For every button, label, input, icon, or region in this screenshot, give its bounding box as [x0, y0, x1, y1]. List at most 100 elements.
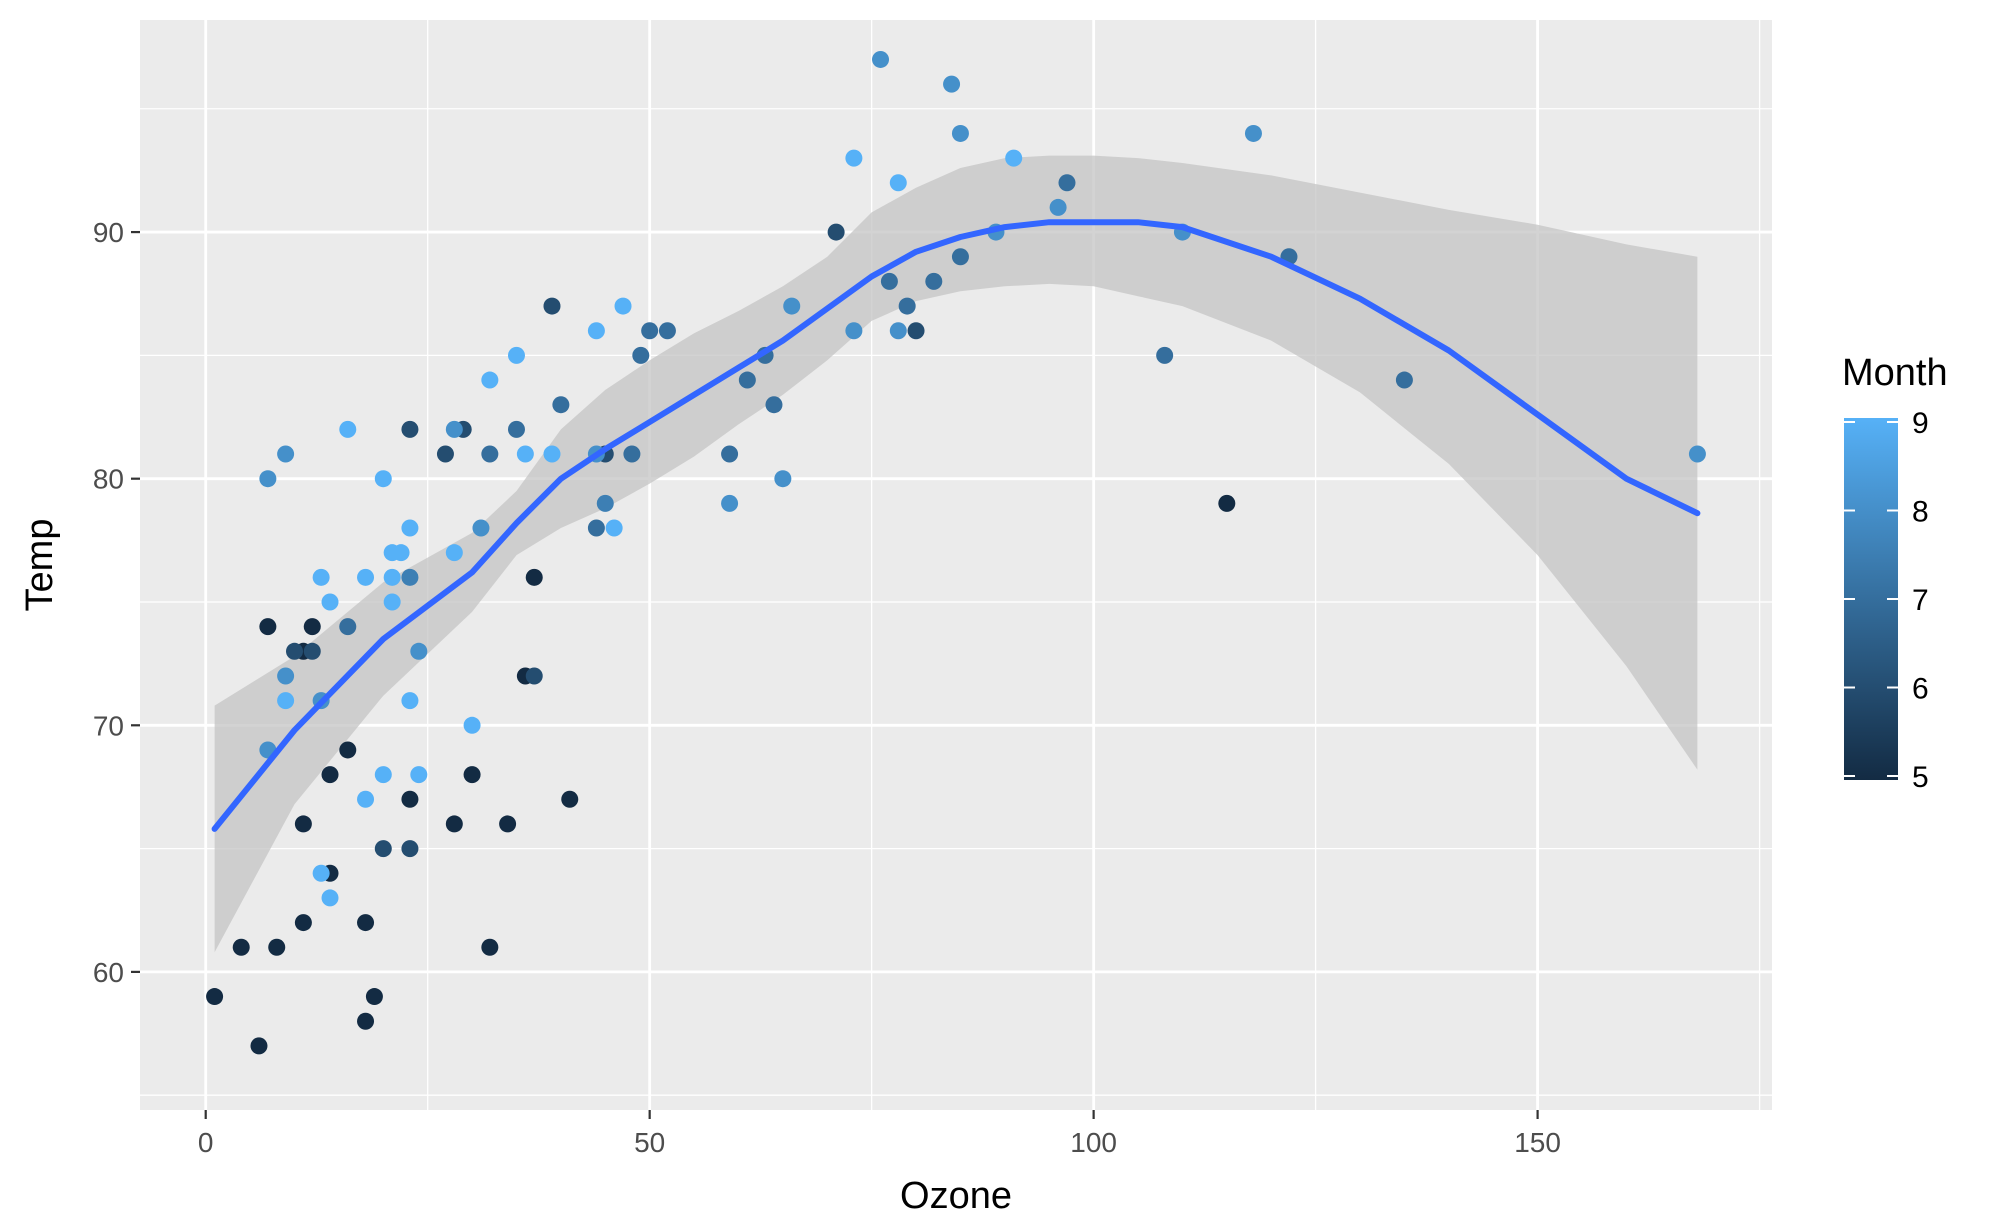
smooth-line: [211, 219, 1701, 832]
data-point: [658, 322, 676, 340]
axes: 0 50 100 150 60 70 80 90: [93, 217, 1561, 1158]
data-point: [721, 494, 739, 512]
data-point: [774, 470, 792, 488]
data-point: [277, 692, 295, 710]
data-point: [507, 346, 525, 364]
data-point: [312, 864, 330, 882]
data-point: [294, 914, 312, 932]
data-point: [1244, 124, 1262, 142]
data-point: [605, 519, 623, 537]
data-point: [357, 790, 375, 808]
colorbar-label: 6: [1912, 673, 1929, 706]
data-point: [401, 568, 419, 586]
data-point: [436, 445, 454, 463]
data-point: [365, 988, 383, 1006]
x-axis-title: Ozone: [900, 1175, 1012, 1217]
data-point: [303, 642, 321, 660]
data-point: [374, 766, 392, 784]
colorbar-label: 9: [1912, 407, 1929, 440]
data-point: [525, 667, 543, 685]
data-point: [889, 174, 907, 192]
data-point: [250, 1037, 268, 1055]
data-point: [321, 889, 339, 907]
data-point: [765, 396, 783, 414]
data-point: [410, 642, 428, 660]
data-point: [641, 322, 659, 340]
data-point: [277, 445, 295, 463]
data-point: [401, 420, 419, 438]
data-point: [561, 790, 579, 808]
data-point: [721, 445, 739, 463]
data-point: [596, 494, 614, 512]
data-point: [294, 815, 312, 833]
data-point: [845, 322, 863, 340]
data-point: [943, 75, 961, 93]
smooth-line-layer: [211, 219, 1701, 832]
confidence-band: [214, 155, 1698, 953]
data-point: [321, 593, 339, 611]
data-point: [632, 346, 650, 364]
data-point: [357, 914, 375, 932]
colorbar-ticks: 5 6 7 8 9: [1844, 407, 1929, 794]
data-point: [472, 519, 490, 537]
data-point: [1005, 149, 1023, 167]
data-point: [587, 322, 605, 340]
data-point: [587, 519, 605, 537]
data-point: [481, 371, 499, 389]
data-point: [463, 766, 481, 784]
data-point: [738, 371, 756, 389]
data-point: [285, 642, 303, 660]
data-point: [898, 297, 916, 315]
data-point: [481, 445, 499, 463]
data-point: [783, 297, 801, 315]
data-point: [357, 1012, 375, 1030]
data-point: [445, 815, 463, 833]
data-point: [401, 692, 419, 710]
data-point: [845, 149, 863, 167]
data-point: [277, 667, 295, 685]
legend-title: Month: [1842, 352, 1948, 394]
confidence-band-layer: [214, 155, 1698, 953]
data-point: [552, 396, 570, 414]
data-point: [499, 815, 517, 833]
data-point: [507, 420, 525, 438]
y-tick-label: 80: [93, 464, 124, 495]
x-tick-label: 0: [198, 1127, 214, 1158]
data-point: [907, 322, 925, 340]
data-point: [383, 568, 401, 586]
data-point: [339, 420, 357, 438]
data-point: [259, 470, 277, 488]
data-point: [374, 470, 392, 488]
colorbar-label: 5: [1912, 761, 1929, 794]
y-tick-label: 60: [93, 957, 124, 988]
data-point: [1156, 346, 1174, 364]
legend: Month 5 6 7 8 9: [1842, 352, 1948, 794]
data-point: [392, 544, 410, 562]
data-point: [339, 741, 357, 759]
y-tick-label: 90: [93, 217, 124, 248]
data-point: [339, 618, 357, 636]
data-point: [383, 593, 401, 611]
data-point: [321, 766, 339, 784]
data-point: [1049, 198, 1067, 216]
data-point: [872, 50, 890, 68]
major-gridlines: [140, 20, 1772, 1110]
data-point: [525, 568, 543, 586]
data-point: [951, 248, 969, 266]
data-point: [1688, 445, 1706, 463]
data-point: [827, 223, 845, 241]
data-point: [481, 938, 499, 956]
data-point: [1218, 494, 1236, 512]
data-point: [401, 840, 419, 858]
data-point: [259, 618, 277, 636]
data-point: [516, 445, 534, 463]
data-point: [401, 790, 419, 808]
data-point: [357, 568, 375, 586]
data-point: [445, 544, 463, 562]
data-point: [543, 297, 561, 315]
data-point: [1058, 174, 1076, 192]
data-point: [374, 840, 392, 858]
data-point: [410, 766, 428, 784]
data-point: [925, 272, 943, 290]
